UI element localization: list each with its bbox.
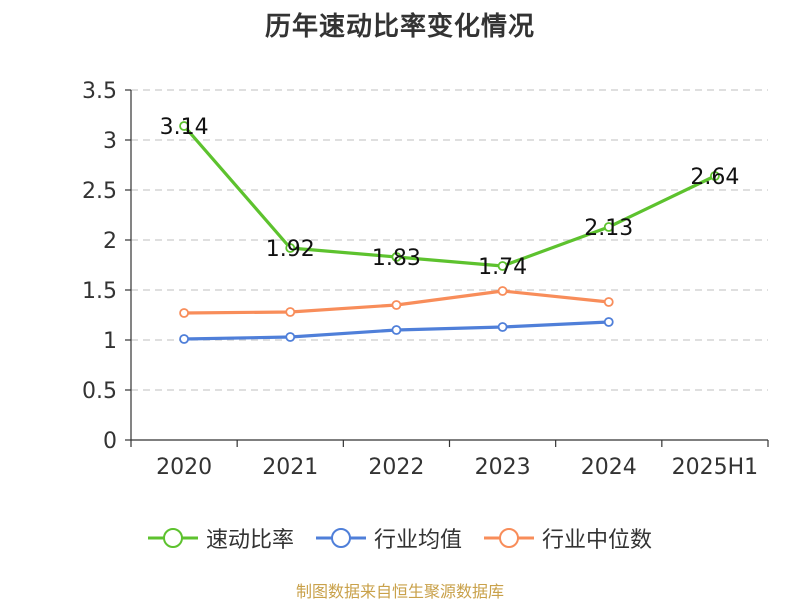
data-label: 2.64	[690, 165, 739, 190]
data-label: 2.13	[584, 216, 633, 241]
y-tick-label: 3.5	[82, 79, 117, 104]
legend-swatch-icon	[315, 528, 366, 548]
data-point	[603, 297, 614, 307]
x-tick-label: 2025H1	[672, 455, 759, 480]
y-tick-label: 0	[103, 429, 117, 454]
data-point	[710, 171, 720, 181]
x-tick-label: 2020	[156, 455, 212, 480]
grid-layer	[131, 89, 768, 391]
legend-swatch-icon	[147, 528, 198, 548]
y-tick-label: 2.5	[82, 179, 117, 204]
y-tick-label: 1.5	[82, 279, 117, 304]
x-tick-label: 2021	[262, 455, 318, 480]
legend-item-0[interactable]: 速动比率	[147, 522, 294, 554]
x-tick-label: 2024	[581, 455, 637, 480]
data-point	[285, 332, 296, 342]
data-point	[391, 300, 402, 310]
y-tick-label: 0.5	[82, 379, 117, 404]
data-point	[285, 243, 296, 253]
data-label: 1.74	[478, 255, 527, 280]
x-tick-label: 2022	[368, 455, 424, 480]
legend-item-1[interactable]: 行业均值	[315, 522, 462, 554]
legend-label: 行业中位数	[542, 528, 653, 553]
chart-title: 历年速动比率变化情况	[264, 12, 535, 42]
source-note: 制图数据来自恒生聚源数据库	[295, 582, 504, 601]
data-point	[497, 261, 508, 271]
data-point	[179, 334, 189, 344]
data-point	[179, 308, 189, 318]
data-point	[497, 286, 508, 296]
legend-label: 行业均值	[373, 528, 462, 553]
data-label: 3.14	[160, 115, 209, 140]
data-point	[497, 322, 508, 332]
legend-label: 速动比率	[205, 528, 294, 553]
label-layer: 3.14 1.92 1.83 1.74 2.13 2.64	[160, 115, 740, 280]
data-point	[391, 252, 402, 262]
y-tick-label: 1	[103, 329, 117, 354]
y-tick-label: 2	[103, 229, 117, 254]
axis-layer: 0 0.5 1 1.5 2 2.5 3 3.5 2020 2021 2022 2023 2024 2025…	[82, 79, 769, 480]
data-point	[603, 222, 614, 232]
x-tick-label: 2023	[475, 455, 531, 480]
data-label: 1.83	[372, 246, 421, 271]
y-tick-label: 3	[103, 129, 117, 154]
legend-swatch-icon	[484, 528, 534, 548]
data-label: 1.92	[266, 237, 315, 262]
data-point	[603, 317, 614, 327]
series-layer	[179, 121, 720, 344]
data-point	[391, 325, 402, 335]
series-line-0	[182, 124, 716, 268]
data-point	[285, 307, 296, 317]
legend-item-2[interactable]: 行业中位数	[484, 522, 652, 554]
data-point	[179, 121, 189, 131]
legend: 速动比率 行业均值 行业中位数	[0, 520, 800, 556]
